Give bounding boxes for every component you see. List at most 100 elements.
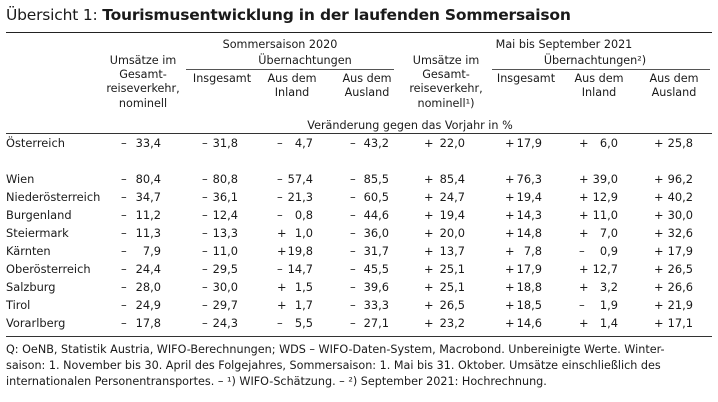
cell-value: 26,6 bbox=[667, 280, 693, 294]
cell-value: 28,0 bbox=[135, 280, 161, 294]
cell-sign: + bbox=[505, 298, 515, 312]
row-label: Salzburg bbox=[6, 280, 56, 294]
cell-value: 1,5 bbox=[294, 280, 313, 294]
subgroup-uebernachtungen-2020: Übernachtungen bbox=[258, 54, 352, 67]
cell-sign: + bbox=[424, 298, 434, 312]
cell-value: 80,4 bbox=[135, 172, 161, 186]
cell-value: 11,2 bbox=[135, 208, 161, 222]
cell-sign: + bbox=[654, 316, 664, 330]
header-line: Aus dem bbox=[342, 72, 392, 85]
col-header-umsaetze-2021: Umsätze im Gesamt- reiseverkehr, nominel… bbox=[404, 54, 488, 111]
footnote-line: internationalen Personentransportes. – ¹… bbox=[6, 375, 547, 388]
cell-sign: + bbox=[424, 208, 434, 222]
cell-sign: + bbox=[579, 280, 589, 294]
cell-value: 40,2 bbox=[667, 190, 693, 204]
cell-value: 25,1 bbox=[439, 280, 465, 294]
cell-sign: – bbox=[277, 316, 283, 330]
cell-sign: – bbox=[350, 298, 356, 312]
header-line: Gesamt- bbox=[119, 68, 167, 82]
cell-value: 17,9 bbox=[516, 262, 542, 276]
cell-value: 17,9 bbox=[667, 244, 693, 258]
cell-sign: + bbox=[277, 298, 287, 312]
cell-sign: – bbox=[202, 136, 208, 150]
header-line: Inland bbox=[274, 86, 310, 100]
cell-value: 36,0 bbox=[363, 226, 389, 240]
cell-value: 19,4 bbox=[439, 208, 465, 222]
cell-value: 3,2 bbox=[599, 280, 618, 294]
header-line: Gesamt- bbox=[422, 68, 470, 82]
row-label: Oberösterreich bbox=[6, 262, 91, 276]
cell-value: 22,0 bbox=[439, 136, 465, 150]
cell-value: 26,5 bbox=[439, 298, 465, 312]
cell-value: 18,8 bbox=[516, 280, 542, 294]
cell-value: 60,5 bbox=[363, 190, 389, 204]
col-header-insgesamt-2020: Insgesamt bbox=[192, 72, 252, 85]
cell-value: 25,8 bbox=[667, 136, 693, 150]
cell-value: 20,0 bbox=[439, 226, 465, 240]
cell-sign: – bbox=[350, 172, 356, 186]
cell-sign: – bbox=[121, 244, 127, 258]
cell-value: 31,7 bbox=[363, 244, 389, 258]
cell-sign: + bbox=[505, 136, 515, 150]
cell-value: 19,8 bbox=[287, 244, 313, 258]
cell-sign: – bbox=[121, 298, 127, 312]
cell-sign: + bbox=[654, 262, 664, 276]
cell-value: 34,7 bbox=[135, 190, 161, 204]
cell-sign: + bbox=[654, 226, 664, 240]
cell-sign: – bbox=[277, 172, 283, 186]
table-row: Steiermark –11,3–13,3 +1,0–36,0 +20,0 +14,8 +… bbox=[0, 225, 718, 242]
cell-value: 57,4 bbox=[287, 172, 313, 186]
cell-sign: + bbox=[505, 316, 515, 330]
cell-sign: – bbox=[277, 262, 283, 276]
cell-sign: + bbox=[424, 190, 434, 204]
cell-sign: – bbox=[202, 172, 208, 186]
cell-value: 11,0 bbox=[212, 244, 238, 258]
table-row: Oberösterreich –24,4–29,5–14,7–45,5 +25,1 +… bbox=[0, 261, 718, 278]
cell-value: 24,3 bbox=[212, 316, 238, 330]
cell-sign: – bbox=[121, 136, 127, 150]
cell-value: 27,1 bbox=[363, 316, 389, 330]
table-row: Kärnten –7,9–11,0 +19,8–31,7 +13,7 +7,8–0,9 +… bbox=[0, 243, 718, 260]
header-line: Ausland bbox=[344, 86, 390, 100]
header-line: nominell¹) bbox=[417, 96, 475, 110]
cell-sign: + bbox=[424, 226, 434, 240]
cell-value: 32,6 bbox=[667, 226, 693, 240]
cell-sign: + bbox=[424, 262, 434, 276]
row-label: Wien bbox=[6, 172, 35, 186]
col-header-inland-2021: Aus dem Inland bbox=[562, 72, 636, 100]
cell-sign: + bbox=[424, 136, 434, 150]
cell-value: 13,7 bbox=[439, 244, 465, 258]
cell-value: 19,4 bbox=[516, 190, 542, 204]
cell-sign: – bbox=[202, 316, 208, 330]
cell-value: 43,2 bbox=[363, 136, 389, 150]
cell-value: 29,7 bbox=[212, 298, 238, 312]
table-title: Übersicht 1: Tourismusentwicklung in der… bbox=[6, 6, 571, 24]
cell-value: 33,3 bbox=[363, 298, 389, 312]
cell-value: 7,8 bbox=[523, 244, 542, 258]
cell-sign: – bbox=[121, 208, 127, 222]
cell-value: 7,0 bbox=[599, 226, 618, 240]
cell-value: 36,1 bbox=[212, 190, 238, 204]
cell-value: 5,5 bbox=[294, 316, 313, 330]
cell-sign: + bbox=[654, 298, 664, 312]
cell-value: 17,9 bbox=[516, 136, 542, 150]
header-line: Umsätze im bbox=[109, 54, 177, 67]
top-rule bbox=[6, 32, 712, 33]
bottom-rule bbox=[6, 336, 712, 337]
cell-value: 14,7 bbox=[287, 262, 313, 276]
cell-value: 18,5 bbox=[516, 298, 542, 312]
cell-sign: – bbox=[121, 226, 127, 240]
cell-value: 31,8 bbox=[212, 136, 238, 150]
cell-value: 12,7 bbox=[592, 262, 618, 276]
cell-sign: – bbox=[277, 208, 283, 222]
cell-value: 85,4 bbox=[439, 172, 465, 186]
cell-value: 1,9 bbox=[599, 298, 618, 312]
cell-value: 24,7 bbox=[439, 190, 465, 204]
table-row: Burgenland –11,2–12,4–0,8–44,6 +19,4 +14,3 +… bbox=[0, 207, 718, 224]
cell-value: 26,5 bbox=[667, 262, 693, 276]
cell-value: 80,8 bbox=[212, 172, 238, 186]
cell-value: 17,8 bbox=[135, 316, 161, 330]
cell-value: 11,3 bbox=[135, 226, 161, 240]
group-header-2020: Sommersaison 2020 bbox=[222, 38, 338, 51]
